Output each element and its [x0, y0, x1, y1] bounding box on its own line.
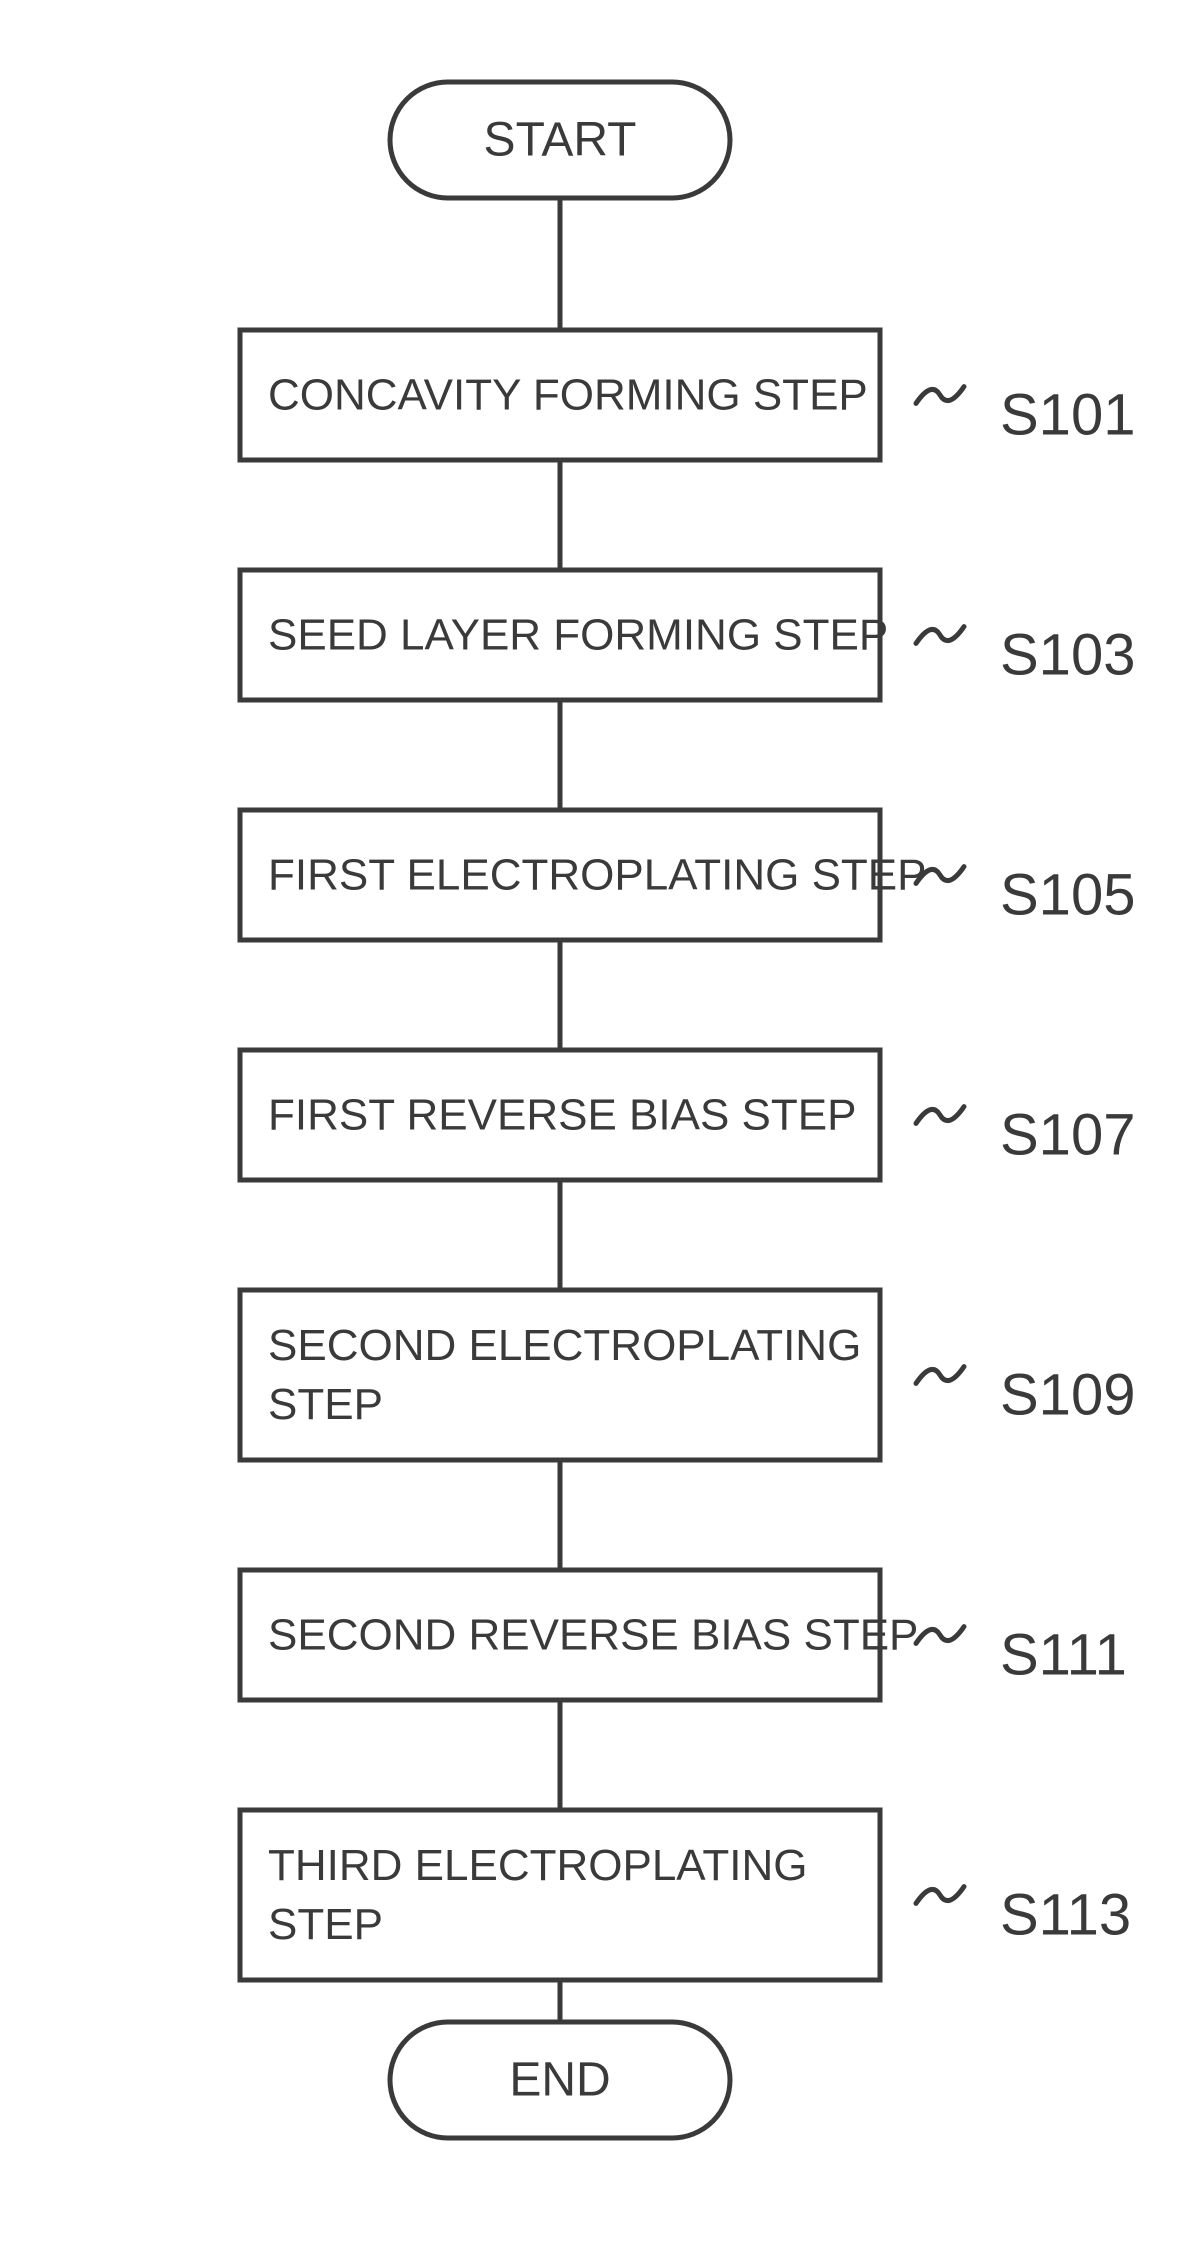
reference-tick [916, 1367, 964, 1384]
reference-tick [916, 1887, 964, 1904]
step-text: SEED LAYER FORMING STEP [268, 611, 888, 660]
step-text: STEP [268, 1380, 383, 1429]
step-text: STEP [268, 1900, 383, 1949]
step-id-label: S111 [1000, 1623, 1127, 1688]
step-S101: CONCAVITY FORMING STEP S101 [240, 330, 1135, 460]
reference-tick [916, 387, 964, 404]
step-id-label: S101 [1000, 383, 1135, 448]
reference-tick [916, 1627, 964, 1644]
step-id-label: S107 [1000, 1103, 1135, 1168]
reference-tick [916, 627, 964, 644]
step-S109: SECOND ELECTROPLATING STEP S109 [240, 1290, 1135, 1460]
step-text: CONCAVITY FORMING STEP [268, 371, 868, 420]
start-label: START [484, 114, 637, 167]
step-S105: FIRST ELECTROPLATING STEP S105 [240, 810, 1135, 940]
step-id-label: S109 [1000, 1363, 1135, 1428]
step-id-label: S105 [1000, 863, 1135, 928]
step-S107: FIRST REVERSE BIAS STEP S107 [240, 1050, 1135, 1180]
step-id-label: S113 [1000, 1883, 1131, 1948]
step-text: SECOND ELECTROPLATING [268, 1321, 861, 1370]
end-label: END [509, 2054, 610, 2107]
step-text: FIRST ELECTROPLATING STEP [268, 851, 927, 900]
reference-tick [916, 1107, 964, 1124]
step-text: FIRST REVERSE BIAS STEP [268, 1091, 856, 1140]
step-S113: THIRD ELECTROPLATING STEP S113 [240, 1810, 1131, 1980]
step-S103: SEED LAYER FORMING STEP S103 [240, 570, 1135, 700]
step-S111: SECOND REVERSE BIAS STEP S111 [240, 1570, 1127, 1700]
step-text: THIRD ELECTROPLATING [268, 1841, 807, 1890]
start-terminal: START [390, 82, 730, 198]
end-terminal: END [390, 2022, 730, 2138]
flowchart: START END CONCAVITY FORMING STEP S101 SEED L… [0, 0, 1204, 2257]
step-id-label: S103 [1000, 623, 1135, 688]
step-text: SECOND REVERSE BIAS STEP [268, 1611, 918, 1660]
